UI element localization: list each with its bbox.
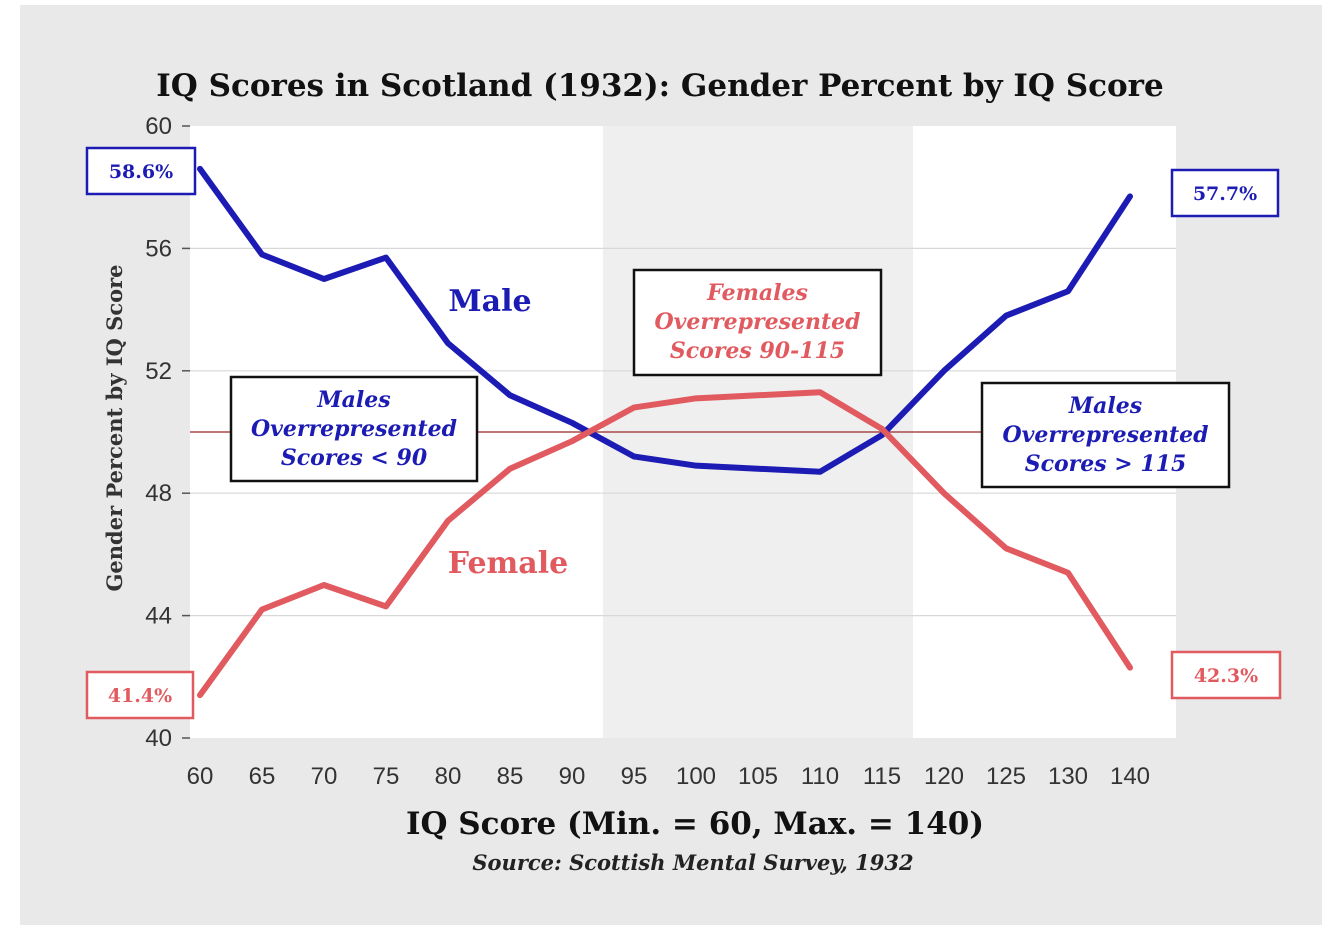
value-label-female-end-box: [1170, 650, 1282, 700]
value-label-male-start-box: [85, 146, 197, 196]
x-tick-label: 75: [373, 763, 400, 790]
annotation-females-middle-line: Scores 90-115: [670, 338, 845, 364]
value-label-male-end-box: [1170, 168, 1280, 218]
x-tick-label: 85: [497, 763, 524, 790]
annotation-males-high-line: Overrepresented: [1002, 422, 1208, 448]
x-tick-label: 60: [187, 763, 214, 790]
chart-title: IQ Scores in Scotland (1932): Gender Per…: [156, 68, 1163, 104]
x-tick-label: 110: [801, 763, 839, 790]
annotation-females-middle-line: Overrepresented: [654, 309, 860, 335]
annotation-males-high-line: Scores > 115: [1025, 451, 1187, 477]
annotation-females-middle-box: [632, 268, 883, 377]
y-tick-label: 52: [145, 358, 172, 385]
x-tick-label: 115: [863, 763, 901, 790]
value-label-female-start-box: [85, 670, 195, 720]
series-line-male: [197, 165, 1133, 475]
x-tick-label: 95: [621, 763, 648, 790]
annotation-females-middle-line: Females: [706, 280, 808, 306]
x-tick-label: 65: [249, 763, 276, 790]
annotation-males-low-line: Males: [316, 387, 390, 413]
value-label-female-end: 42.3%: [1194, 665, 1258, 687]
y-tick-label: 40: [145, 725, 172, 752]
source-note: Source: Scottish Mental Survey, 1932: [472, 850, 913, 875]
x-tick-label: 140: [1110, 763, 1150, 790]
annotation-males-low-line: Overrepresented: [251, 416, 457, 442]
x-tick-label: 100: [676, 763, 716, 790]
annotation-males-high-line: Males: [1068, 393, 1142, 419]
x-tick-label: 80: [435, 763, 462, 790]
value-label-female-start: 41.4%: [108, 685, 172, 707]
axes: 40 44 48 52 56 60 60 65 70 75 80 85 90 95 100 105 110 115…: [145, 113, 1150, 790]
x-tick-label: 130: [1048, 763, 1088, 790]
y-tick-label: 44: [145, 603, 172, 630]
x-tick-label: 70: [311, 763, 338, 790]
annotation-males-high-box: [980, 381, 1231, 489]
x-axis-label: IQ Score (Min. = 60, Max. = 140): [406, 806, 984, 842]
series-label-female: Female: [448, 546, 568, 581]
y-tick-label: 60: [145, 113, 172, 140]
series-line-female: [197, 389, 1133, 699]
y-tick-label: 48: [145, 480, 172, 507]
annotations: Male Female 58.6% 57.7% 41.4% 42.3% Males Overr…: [85, 146, 1282, 720]
x-tick-label: 120: [924, 763, 964, 790]
x-tick-label: 105: [738, 763, 778, 790]
y-tick-label: 56: [145, 235, 172, 262]
value-label-male-end: 57.7%: [1193, 183, 1257, 205]
annotation-males-low-line: Scores < 90: [281, 445, 428, 471]
series-lines: [197, 165, 1133, 699]
x-tick-label: 90: [559, 763, 586, 790]
y-axis-label: Gender Percent by IQ Score: [102, 264, 127, 591]
series-label-male: Male: [448, 284, 531, 319]
x-tick-label: 125: [986, 763, 1026, 790]
annotation-males-low-box: [229, 375, 479, 483]
value-label-male-start: 58.6%: [109, 161, 173, 183]
